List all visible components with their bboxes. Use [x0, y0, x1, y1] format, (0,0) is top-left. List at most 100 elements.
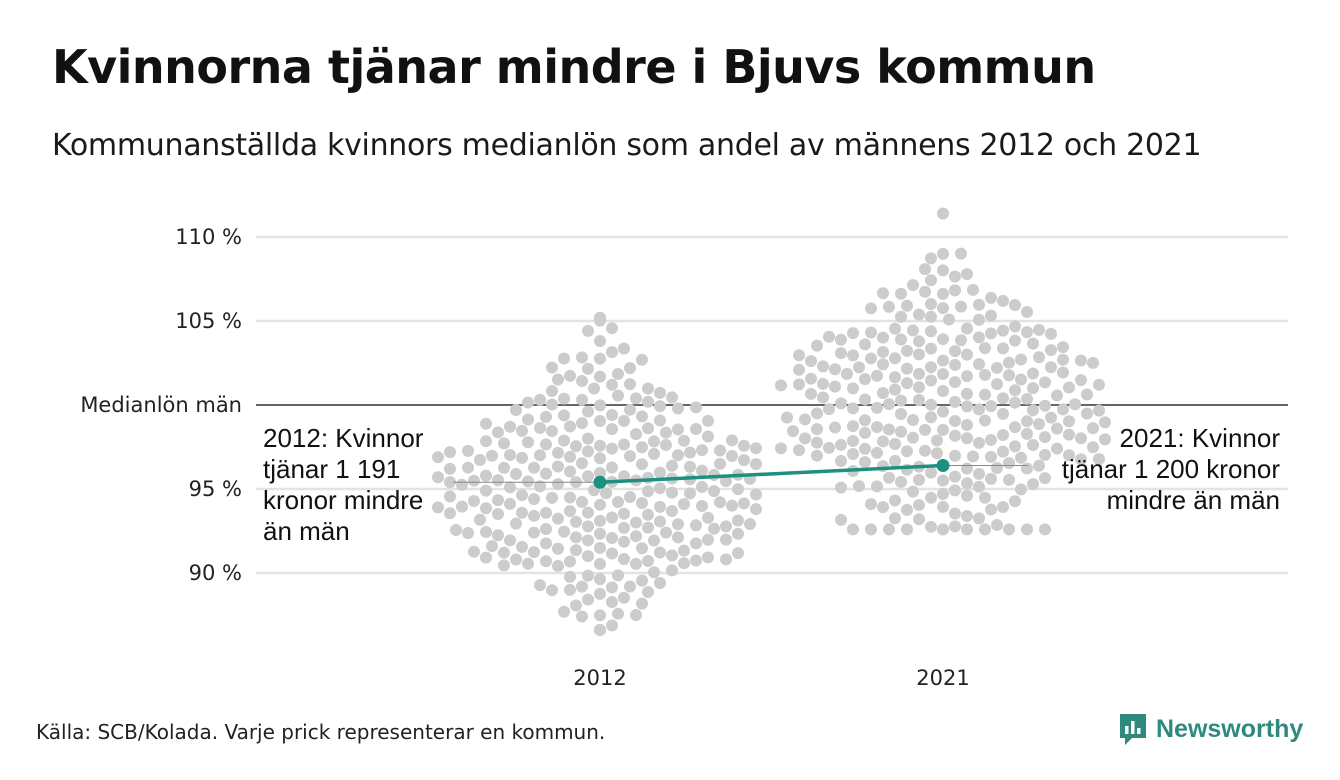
- swarm-dot: [889, 383, 901, 396]
- swarm-dot: [630, 516, 642, 529]
- swarm-dot: [973, 313, 985, 326]
- y-tick-label: 90 %: [189, 561, 242, 585]
- swarm-dot: [925, 491, 937, 504]
- swarm-dot: [973, 512, 985, 525]
- swarm-dot: [504, 448, 516, 461]
- swarm-dot: [1075, 432, 1087, 445]
- swarm-dot: [949, 484, 961, 497]
- swarm-dot: [985, 309, 997, 322]
- swarm-dot: [859, 393, 871, 406]
- swarm-dot: [612, 569, 624, 582]
- swarm-dot: [480, 417, 492, 430]
- swarm-dot: [612, 495, 624, 508]
- swarm-dot: [955, 300, 967, 313]
- swarm-dot: [606, 423, 618, 436]
- swarm-dot: [895, 333, 907, 346]
- swarm-dot: [973, 358, 985, 371]
- swarm-dot: [498, 559, 510, 572]
- axis-labels: 90 % 95 % Medianlön män 105 % 110 % 2012 2021 2…: [80, 225, 1280, 690]
- swarm-dot: [805, 372, 817, 385]
- swarm-dot: [997, 445, 1009, 458]
- swarm-dot: [534, 421, 546, 434]
- swarm-dot: [901, 362, 913, 375]
- swarm-dot: [1021, 427, 1033, 440]
- swarm-dot: [949, 520, 961, 533]
- swarm-dot: [907, 485, 919, 498]
- swarm-dot: [919, 444, 931, 457]
- swarm-dot: [618, 535, 630, 548]
- swarm-dot: [594, 609, 606, 622]
- swarm-dot: [955, 334, 967, 347]
- swarm-dot: [606, 461, 618, 474]
- swarm-dot: [672, 423, 684, 436]
- swarm-dot: [546, 491, 558, 504]
- swarm-dot: [630, 530, 642, 543]
- swarm-dot: [582, 432, 594, 445]
- swarm-dot: [606, 378, 618, 391]
- swarm-dot: [534, 579, 546, 592]
- swarm-dot: [606, 442, 618, 455]
- swarm-dot: [1027, 478, 1039, 491]
- swarm-dot: [750, 503, 762, 516]
- swarm-dot: [552, 559, 564, 572]
- swarm-dot: [492, 474, 504, 487]
- swarm-dot: [744, 518, 756, 531]
- swarm-dot: [835, 397, 847, 410]
- swarm-dot: [528, 526, 540, 539]
- swarm-dot: [654, 386, 666, 399]
- swarm-dot: [877, 287, 889, 300]
- swarm-dot: [594, 587, 606, 600]
- swarm-dot: [594, 399, 606, 412]
- swarm-dot: [1081, 407, 1093, 420]
- y-tick-label: 95 %: [189, 477, 242, 501]
- swarm-dot: [504, 534, 516, 547]
- swarm-dot: [937, 247, 949, 260]
- swarm-dot: [612, 389, 624, 402]
- swarm-dot: [702, 430, 714, 443]
- swarm-dot: [1087, 422, 1099, 435]
- swarm-dot: [847, 402, 859, 415]
- swarm-dot: [516, 489, 528, 502]
- swarm-dot: [642, 471, 654, 484]
- swarm-dot: [432, 471, 444, 484]
- swarm-dot: [907, 431, 919, 444]
- newsworthy-logo[interactable]: Newsworthy: [1118, 712, 1303, 746]
- swarm-dot: [979, 342, 991, 355]
- swarm-dot: [1099, 433, 1111, 446]
- swarm-dot: [847, 448, 859, 461]
- swarm-dot: [793, 378, 805, 391]
- swarm-dot: [558, 392, 570, 405]
- swarm-dot: [726, 499, 738, 512]
- swarm-dot: [973, 403, 985, 416]
- swarm-dot: [913, 381, 925, 394]
- swarm-dot: [847, 523, 859, 536]
- swarm-dot: [624, 378, 636, 391]
- swarm-dot: [516, 540, 528, 553]
- swarm-dot: [702, 511, 714, 524]
- swarm-dot: [991, 518, 1003, 531]
- swarm-dot: [1039, 472, 1051, 485]
- swarm-dot: [817, 377, 829, 390]
- swarm-dot: [576, 495, 588, 508]
- swarm-dot: [937, 354, 949, 367]
- swarm-dot: [642, 395, 654, 408]
- swarm-dot: [582, 445, 594, 458]
- swarm-dot: [835, 347, 847, 360]
- swarm-dot: [564, 369, 576, 382]
- swarm-dot: [889, 322, 901, 335]
- swarm-dot: [925, 361, 937, 374]
- swarm-dot: [582, 324, 594, 337]
- swarm-dot: [540, 438, 552, 451]
- swarm-dot: [720, 553, 732, 566]
- swarm-dot: [859, 373, 871, 386]
- swarm-dot: [1009, 299, 1021, 312]
- swarm-dot: [444, 446, 456, 459]
- swarm-dot: [630, 608, 642, 621]
- swarm-dot: [594, 467, 606, 480]
- swarm-dot: [582, 593, 594, 606]
- swarm-dot: [642, 521, 654, 534]
- chart-subtitle: Kommunanställda kvinnors medianlön som a…: [52, 128, 1202, 163]
- swarm-dot: [618, 414, 630, 427]
- swarm-dot: [582, 470, 594, 483]
- swarm-dot: [480, 551, 492, 564]
